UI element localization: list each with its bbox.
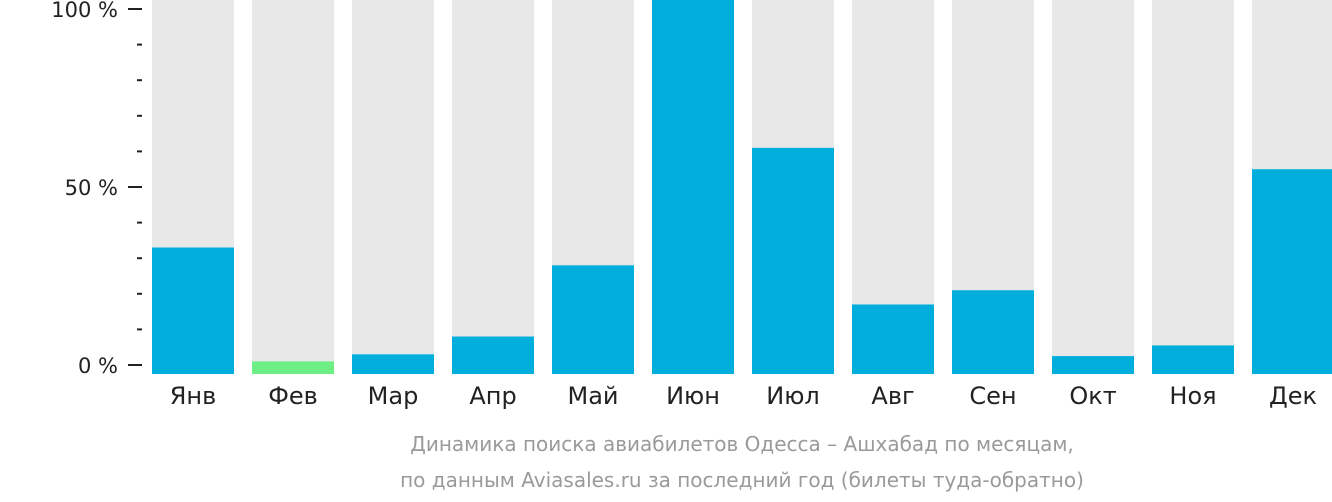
- bar-6: [652, 0, 734, 374]
- bar-3: [352, 354, 434, 374]
- chart: 0 % 50 % 100 % Янв Фев Мар Апр Май Июн Июл Авг Сен…: [51, 0, 1332, 410]
- x-tick-label: Апр: [469, 382, 516, 410]
- background-bar-4: [452, 0, 534, 374]
- y-tick-label: 50 %: [65, 176, 118, 200]
- x-tick-label: Дек: [1269, 382, 1317, 410]
- x-tick-label: Июн: [666, 382, 720, 410]
- background-bar-3: [352, 0, 434, 374]
- x-tick-label: Ноя: [1169, 382, 1216, 410]
- x-tick-label: Май: [567, 382, 618, 410]
- background-bar-11: [1152, 0, 1234, 374]
- x-tick-label: Сен: [969, 382, 1016, 410]
- bar-1: [152, 247, 234, 374]
- y-tick-label: 0 %: [78, 354, 118, 378]
- y-tick-label: 100 %: [51, 0, 118, 22]
- bar-2: [252, 361, 334, 374]
- bar-4: [452, 336, 534, 374]
- x-tick-label: Окт: [1069, 382, 1116, 410]
- background-bars: [152, 0, 1332, 374]
- bar-7: [752, 147, 834, 374]
- x-tick-label: Июл: [766, 382, 820, 410]
- bar-11: [1152, 345, 1234, 374]
- bar-5: [552, 265, 634, 374]
- chart-subtitle: по данным Aviasales.ru за последний год …: [400, 468, 1084, 492]
- background-bar-2: [252, 0, 334, 374]
- data-bars: [152, 0, 1332, 374]
- bar-8: [852, 304, 934, 374]
- x-tick-label: Янв: [170, 382, 217, 410]
- bar-9: [952, 290, 1034, 374]
- bar-12: [1252, 169, 1332, 374]
- x-tick-label: Авг: [871, 382, 914, 410]
- x-tick-label: Фев: [268, 382, 318, 410]
- x-tick-label: Мар: [368, 382, 419, 410]
- chart-title: Динамика поиска авиабилетов Одесса – Ашх…: [410, 432, 1074, 456]
- x-axis-labels: Янв Фев Мар Апр Май Июн Июл Авг Сен Окт Ноя Дек: [170, 382, 1317, 410]
- bar-10: [1052, 356, 1134, 374]
- background-bar-10: [1052, 0, 1134, 374]
- y-axis: 0 % 50 % 100 %: [51, 0, 142, 378]
